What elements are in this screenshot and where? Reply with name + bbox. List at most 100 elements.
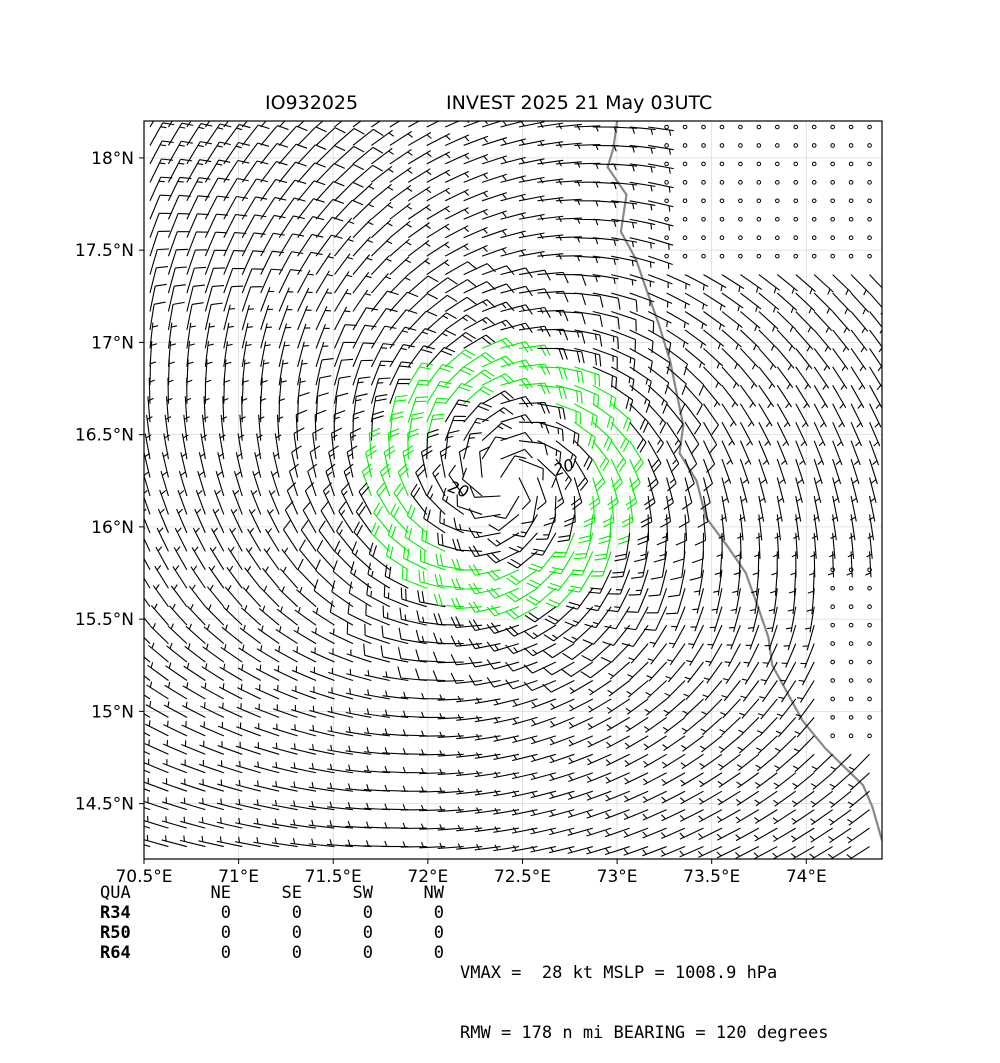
wind-barb <box>353 272 372 293</box>
stats-line-rmw: RMW = 178 n mi BEARING = 120 degrees <box>460 1023 828 1043</box>
calm-marker <box>831 162 835 166</box>
wind-barb <box>682 717 704 734</box>
wind-barb <box>814 330 831 352</box>
wind-barb <box>740 367 757 389</box>
wind-barb <box>608 662 629 679</box>
wind-barb <box>722 348 740 368</box>
table-cell: 0 <box>160 943 231 963</box>
wind-barb <box>371 220 392 238</box>
calm-marker <box>794 217 798 221</box>
wind-barb <box>433 652 463 663</box>
wind-barb <box>249 509 260 533</box>
wind-barb <box>398 647 426 662</box>
calm-marker <box>868 144 872 148</box>
wind-barb <box>792 810 815 825</box>
calm-marker <box>831 716 835 720</box>
wind-barb <box>563 625 593 643</box>
wind-barb <box>685 422 699 453</box>
wind-barb <box>416 649 445 662</box>
table-cell: 0 <box>302 923 373 943</box>
wind-barb <box>390 149 413 163</box>
wind-barb <box>851 275 869 296</box>
calm-marker <box>849 586 853 590</box>
wind-barb <box>212 528 224 551</box>
wind-barb <box>292 666 316 680</box>
calm-marker <box>739 144 743 148</box>
calm-marker <box>812 162 816 166</box>
wind-barb <box>775 736 796 754</box>
wind-barb <box>551 699 575 710</box>
wind-barb <box>344 464 353 496</box>
wind-barb <box>773 847 796 860</box>
wind-barb <box>464 136 488 145</box>
calm-marker <box>757 199 761 203</box>
wind-barb <box>661 828 685 838</box>
wind-barb <box>754 828 777 841</box>
x-tick-label: 73.5°E <box>683 867 740 887</box>
wind-barb <box>371 238 392 256</box>
wind-barb <box>569 717 593 728</box>
calm-marker <box>702 199 706 203</box>
wind-barb <box>574 293 603 307</box>
wind-barb <box>606 736 629 748</box>
wind-barb <box>870 404 881 428</box>
wind-barb <box>163 721 186 736</box>
wind-barb <box>556 199 582 205</box>
wind-barb <box>364 644 390 662</box>
wind-barb <box>607 717 630 730</box>
wind-barb <box>661 810 685 821</box>
wind-barb <box>667 459 677 491</box>
table-cell: 0 <box>373 923 444 943</box>
wind-barb <box>667 312 690 328</box>
calm-marker <box>665 144 669 148</box>
wind-barb <box>777 385 791 408</box>
wind-barb <box>279 587 298 607</box>
wind-barb <box>740 275 761 293</box>
wind-barb <box>773 828 796 841</box>
calm-marker <box>812 144 816 148</box>
wind-barb <box>316 271 333 293</box>
calm-marker <box>720 144 724 148</box>
calm-marker <box>739 162 743 166</box>
wind-barb <box>570 551 592 575</box>
wind-barb <box>755 773 777 789</box>
wind-barb <box>870 312 886 334</box>
wind-barb <box>761 662 777 685</box>
wind-barb <box>847 551 853 577</box>
wind-barb <box>168 624 187 644</box>
wind-barb <box>316 110 346 127</box>
wind-radii-table: QUA NE SE SW NW R34 0 0 0 0 R50 0 0 0 0 … <box>100 883 444 963</box>
wind-barb <box>759 681 777 702</box>
wind-barb <box>377 483 390 514</box>
wind-barb <box>814 275 833 295</box>
wind-barb <box>335 200 364 219</box>
wind-barb <box>501 432 533 441</box>
wind-barb <box>205 286 224 312</box>
wind-barb <box>200 722 224 736</box>
wind-barb <box>199 760 224 773</box>
wind-barb <box>611 293 637 312</box>
wind-barb <box>648 367 669 394</box>
wind-barb <box>187 105 213 127</box>
wind-barb <box>227 566 242 588</box>
calm-marker <box>831 568 835 572</box>
wind-barb <box>611 312 636 332</box>
wind-barb <box>648 422 663 453</box>
wind-barb <box>833 422 844 446</box>
wind-barb <box>145 740 169 755</box>
wind-barb <box>289 464 298 496</box>
wind-barb <box>851 367 865 390</box>
wind-barb <box>126 778 150 792</box>
wind-barb <box>279 323 291 348</box>
wind-barb <box>158 509 168 533</box>
wind-barb <box>210 547 224 570</box>
wind-barb <box>445 117 469 127</box>
wind-barb <box>740 330 759 350</box>
wind-barb <box>574 385 598 407</box>
wind-barb <box>223 605 242 625</box>
wind-barb <box>390 239 411 256</box>
table-cell: 0 <box>302 903 373 923</box>
wind-barb <box>445 208 468 220</box>
wind-barb <box>851 312 868 334</box>
wind-barb <box>408 223 430 238</box>
